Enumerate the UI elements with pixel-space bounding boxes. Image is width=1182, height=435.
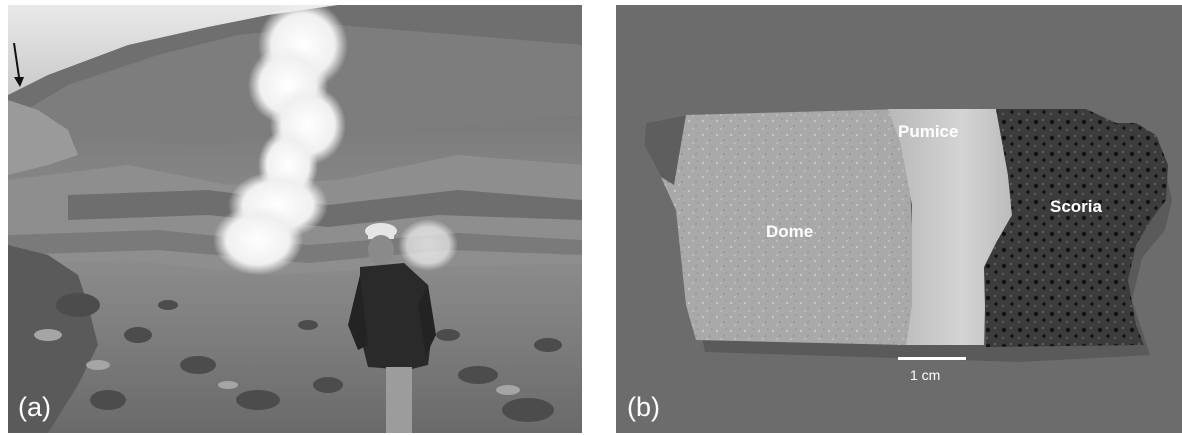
scale-bar — [898, 357, 966, 360]
panel-b-letter: (b) — [627, 392, 660, 422]
panel-a-letter: (a) — [18, 392, 51, 422]
rock-sample-panel: Dome Pumice Scoria 1 cm (b) — [616, 5, 1182, 433]
pumice-label: Pumice — [898, 122, 959, 141]
crater-photo — [8, 5, 582, 433]
scale-bar-label: 1 cm — [910, 367, 941, 383]
person-figure — [348, 223, 436, 433]
downward-arrow-icon — [13, 42, 24, 87]
dome-label: Dome — [766, 222, 814, 241]
rock-sample-photo — [616, 5, 1182, 433]
scoria-label: Scoria — [1050, 197, 1102, 216]
crater-photo-panel: (a) — [8, 5, 582, 433]
